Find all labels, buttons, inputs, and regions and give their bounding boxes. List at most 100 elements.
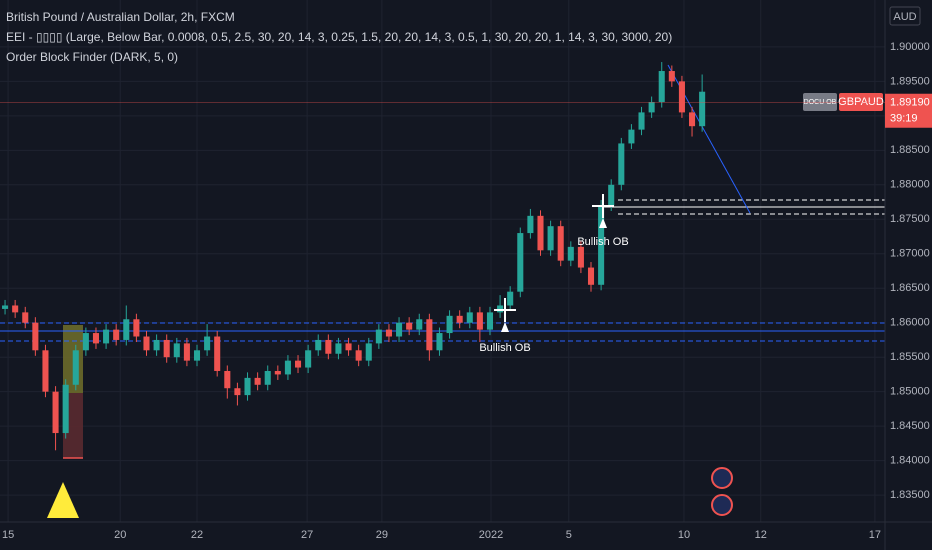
y-tick-label: 1.87000	[890, 248, 930, 260]
countdown: 39:19	[890, 113, 918, 125]
candle-body	[183, 343, 190, 361]
candle-body	[396, 322, 403, 337]
flag-gb	[711, 467, 733, 489]
candle-body	[335, 343, 342, 354]
x-tick-label: 17	[869, 529, 881, 541]
candle-body	[224, 370, 231, 389]
candle-body	[365, 343, 372, 361]
candle-body	[72, 350, 79, 385]
y-tick-label: 1.89500	[890, 75, 930, 87]
y-tick-label: 1.84000	[890, 455, 930, 467]
candle-body	[406, 322, 413, 330]
candle-body	[2, 305, 9, 309]
candle-body	[173, 343, 180, 358]
candle-body	[12, 305, 19, 313]
ob-arrow	[599, 218, 607, 228]
candle-body	[254, 377, 261, 385]
candle-body	[668, 71, 675, 82]
candle-body	[527, 215, 534, 234]
symbol: GBPAUD	[838, 96, 884, 108]
x-tick-label: 27	[301, 529, 313, 541]
candle-body	[62, 384, 69, 434]
candle-body	[244, 377, 251, 396]
currency-box[interactable]	[889, 6, 921, 26]
candle-body	[193, 350, 201, 361]
y-tick-label: 1.84500	[890, 420, 930, 432]
candle-body	[385, 329, 392, 337]
candle-body	[497, 305, 504, 313]
candle-body	[557, 226, 564, 261]
candle-body	[32, 322, 39, 351]
candle-body	[82, 333, 89, 351]
candle-body	[567, 246, 574, 261]
candle-body	[658, 71, 665, 103]
candle-body	[689, 112, 696, 127]
y-tick-label: 1.83500	[890, 489, 930, 501]
candle-body	[598, 205, 605, 285]
candle-body	[163, 339, 170, 358]
flag-au	[711, 494, 733, 516]
candle-body	[113, 329, 120, 340]
candle-body	[325, 339, 332, 354]
candle-body	[103, 329, 110, 344]
y-tick-label: 1.86000	[890, 317, 930, 329]
candle-body	[618, 143, 625, 185]
candle-body	[517, 233, 524, 292]
candle-body	[486, 312, 494, 330]
chart-title: British Pound / Australian Dollar, 2h, F…	[6, 10, 235, 24]
candle-body	[547, 226, 554, 251]
x-tick-label: 29	[376, 529, 388, 541]
annotation: Bullish OB	[577, 236, 628, 248]
y-tick-label: 1.90000	[890, 41, 930, 53]
ob-marker	[494, 194, 614, 322]
candle-body	[295, 360, 302, 368]
buy-triangle	[47, 482, 79, 518]
x-tick-label: 5	[566, 529, 572, 541]
candle-body	[133, 319, 140, 337]
candle-body	[355, 350, 362, 361]
candle-body	[577, 246, 584, 268]
symbol-box	[839, 93, 883, 111]
candles	[2, 62, 706, 451]
y-tick-label: 1.87500	[890, 213, 930, 225]
candle-body	[153, 339, 160, 351]
candle-body	[638, 112, 645, 130]
candle-body	[426, 319, 433, 351]
last-price-box	[885, 93, 932, 128]
candle-body	[264, 370, 271, 385]
candle-body	[678, 81, 685, 113]
candle-body	[436, 333, 443, 351]
y-tick-label: 1.88000	[890, 179, 930, 191]
candle-body	[446, 315, 453, 334]
candle-body	[284, 360, 291, 375]
candle-body	[345, 343, 352, 351]
ob-arrow	[501, 322, 509, 332]
candle-body	[315, 339, 322, 351]
candle-body	[466, 312, 473, 323]
candle-body	[143, 336, 150, 351]
candle-body	[204, 336, 211, 351]
candle-body	[22, 312, 29, 323]
x-tick-label: 10	[678, 529, 690, 541]
x-tick-label: 15	[2, 529, 14, 541]
candle-body	[416, 319, 423, 330]
indicator: Order Block Finder (DARK, 5, 0)	[6, 50, 178, 64]
tag: DOCU OB	[804, 99, 837, 106]
candle-body	[274, 370, 281, 375]
candle-body	[476, 312, 483, 330]
candle-body	[42, 350, 49, 392]
indicator: EEI - ▯▯▯▯ (Large, Below Bar, 0.0008, 0.…	[6, 30, 672, 44]
candle-body	[92, 333, 100, 344]
axes: 1.83500 1.84000 1.84500 1.85000 1.85500 1.860…	[2, 41, 930, 541]
currency[interactable]: AUD	[893, 11, 916, 23]
candle-body	[52, 391, 59, 434]
annotation: Bullish OB	[479, 342, 530, 354]
candle-body	[214, 336, 221, 371]
candle-body	[699, 91, 706, 127]
tag-box	[803, 93, 837, 111]
candle-body	[507, 291, 514, 306]
y-tick-label: 1.88500	[890, 144, 930, 156]
x-tick-label: 12	[755, 529, 767, 541]
candle-body	[375, 329, 382, 344]
